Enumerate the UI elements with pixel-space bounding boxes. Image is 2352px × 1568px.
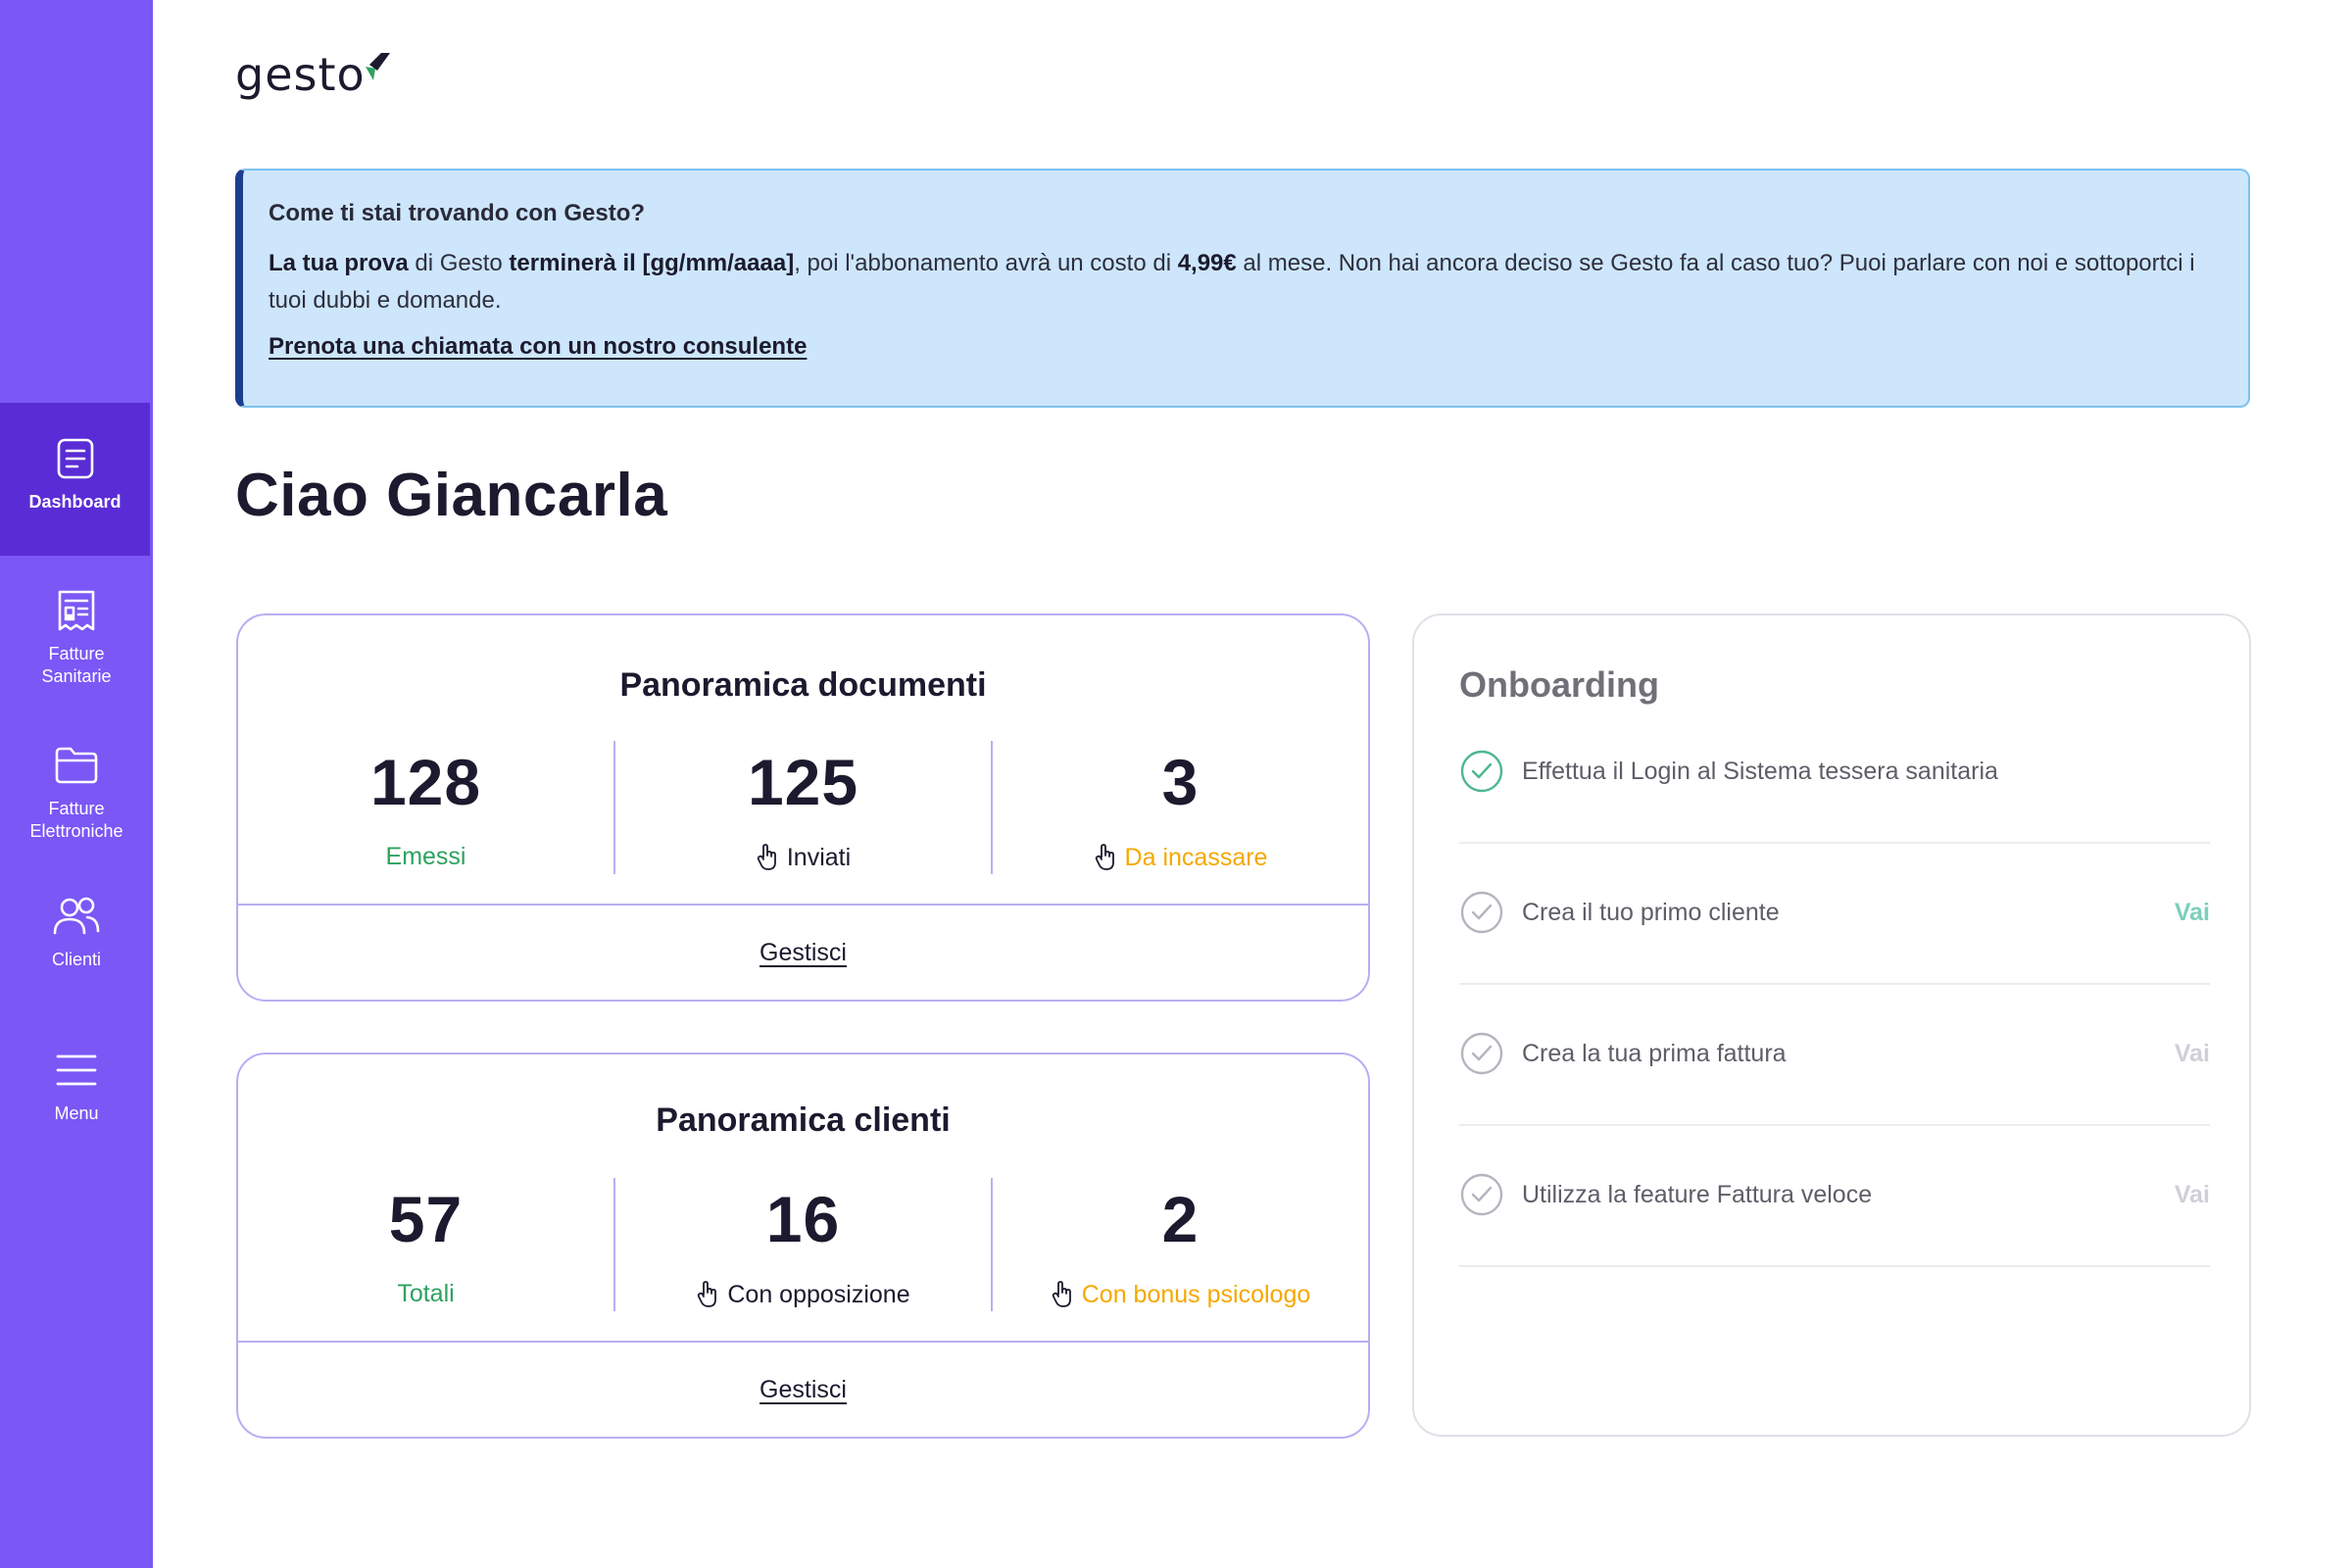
invoice-icon xyxy=(52,586,101,635)
hand-pointer-icon xyxy=(757,844,776,870)
sidebar-item-label: Menu xyxy=(54,1103,99,1123)
trial-banner: Come ti stai trovando con Gesto? La tua … xyxy=(235,169,2250,408)
onboarding-step: Crea la tua prima fattura Vai xyxy=(1459,1031,2210,1076)
sidebar-item-dashboard[interactable]: Dashboard xyxy=(0,403,150,556)
banner-text-strong: terminerà il [gg/mm/aaaa] xyxy=(509,250,795,276)
go-button[interactable]: Vai xyxy=(2174,1180,2210,1208)
card-title: Panoramica clienti xyxy=(656,1102,951,1139)
stat-value: 3 xyxy=(1161,746,1200,818)
stat-totali[interactable]: 57 Totali xyxy=(238,1178,613,1311)
sidebar-item-fatture-sanitarie[interactable]: Fatture Sanitarie xyxy=(0,586,153,688)
banner-text-span: al mese. Non hai ancora deciso se Gesto … xyxy=(269,250,2195,314)
sidebar-item-fatture-elettroniche[interactable]: Fatture Elettroniche xyxy=(0,741,153,843)
divider xyxy=(1459,1124,2210,1126)
stat-label-text: Da incassare xyxy=(1124,843,1268,871)
sidebar-item-label: Dashboard xyxy=(28,492,122,512)
stat-value: 57 xyxy=(388,1183,464,1255)
book-call-link[interactable]: Prenota una chiamata con un nostro consu… xyxy=(269,333,808,360)
sidebar-item-label: Clienti xyxy=(51,950,102,969)
stat-label: Totali xyxy=(238,1280,613,1308)
logo-text: gesto xyxy=(235,48,366,101)
stat-label: Con bonus psicologo xyxy=(993,1280,1368,1309)
sidebar-item-clienti[interactable]: Clienti xyxy=(0,892,153,971)
logo-mark-icon xyxy=(362,51,391,89)
clients-stats: 57 Totali 16 Con opposizione 2 Con bonus… xyxy=(238,1178,1368,1311)
banner-title: Come ti stai trovando con Gesto? xyxy=(269,200,646,226)
stat-value: 2 xyxy=(1161,1183,1200,1255)
stat-inviati[interactable]: 125 Inviati xyxy=(613,741,991,874)
page-title: Ciao Giancarla xyxy=(235,462,668,529)
banner-text-strong: La tua prova xyxy=(269,250,409,276)
onboarding-step: Utilizza la feature Fattura veloce Vai xyxy=(1459,1172,2210,1217)
stat-label-text: Emessi xyxy=(385,843,466,870)
onboarding-step-text: Utilizza la feature Fattura veloce xyxy=(1522,1180,1873,1208)
stat-con-opposizione[interactable]: 16 Con opposizione xyxy=(613,1178,991,1311)
sidebar-item-menu[interactable]: Menu xyxy=(0,1046,153,1125)
users-icon xyxy=(52,892,101,941)
banner-text-span: , poi l'abbonamento avrà un costo di xyxy=(794,250,1178,276)
stat-label: Da incassare xyxy=(993,843,1368,872)
onboarding-card: Onboarding Effettua il Login al Sistema … xyxy=(1412,613,2251,1437)
divider xyxy=(1459,842,2210,844)
sidebar-item-label: Fatture Sanitarie xyxy=(41,644,112,686)
onboarding-step-text: Effettua il Login al Sistema tessera san… xyxy=(1522,757,1998,785)
check-circle-icon xyxy=(1460,750,1503,793)
hamburger-icon xyxy=(52,1046,101,1095)
document-icon xyxy=(51,434,100,483)
stat-label-text: Inviati xyxy=(786,843,852,871)
card-footer: Gestisci xyxy=(238,904,1368,1000)
manage-clients-link[interactable]: Gestisci xyxy=(760,1375,847,1403)
stat-value: 128 xyxy=(369,746,482,818)
folder-icon xyxy=(52,741,101,790)
onboarding-step: Crea il tuo primo cliente Vai xyxy=(1459,890,2210,935)
banner-price: 4,99€ xyxy=(1177,250,1237,276)
stat-value: 125 xyxy=(747,746,859,818)
banner-text: La tua prova di Gesto terminerà il [gg/m… xyxy=(269,245,2227,319)
documents-overview-card: Panoramica documenti 128 Emessi 125 Invi… xyxy=(236,613,1370,1002)
check-circle-icon xyxy=(1460,1032,1503,1075)
stat-label: Inviati xyxy=(615,843,991,872)
documents-stats: 128 Emessi 125 Inviati 3 Da incassare xyxy=(238,741,1368,874)
go-button[interactable]: Vai xyxy=(2174,898,2210,926)
banner-text-span: di Gesto xyxy=(408,250,510,276)
hand-pointer-icon xyxy=(1052,1281,1071,1307)
stat-da-incassare[interactable]: 3 Da incassare xyxy=(991,741,1368,874)
sidebar-item-label: Fatture Elettroniche xyxy=(29,799,123,841)
card-title: Panoramica documenti xyxy=(619,666,987,704)
logo: gesto xyxy=(235,45,391,104)
divider xyxy=(1459,983,2210,985)
onboarding-title: Onboarding xyxy=(1459,664,1659,705)
go-button[interactable]: Vai xyxy=(2174,1039,2210,1067)
stat-con-bonus-psicologo[interactable]: 2 Con bonus psicologo xyxy=(991,1178,1368,1311)
card-footer: Gestisci xyxy=(238,1341,1368,1437)
divider xyxy=(1459,1265,2210,1267)
check-circle-icon xyxy=(1460,891,1503,934)
stat-value: 16 xyxy=(765,1183,841,1255)
onboarding-step-text: Crea il tuo primo cliente xyxy=(1522,898,1780,926)
hand-pointer-icon xyxy=(698,1281,717,1307)
stat-label-text: Con opposizione xyxy=(727,1280,910,1308)
manage-documents-link[interactable]: Gestisci xyxy=(760,938,847,966)
clients-overview-card: Panoramica clienti 57 Totali 16 Con oppo… xyxy=(236,1053,1370,1439)
stat-label-text: Con bonus psicologo xyxy=(1081,1280,1311,1308)
hand-pointer-icon xyxy=(1095,844,1114,870)
stat-label-text: Totali xyxy=(397,1280,455,1307)
check-circle-icon xyxy=(1460,1173,1503,1216)
onboarding-step-text: Crea la tua prima fattura xyxy=(1522,1039,1787,1067)
onboarding-step: Effettua il Login al Sistema tessera san… xyxy=(1459,749,2210,794)
stat-label: Con opposizione xyxy=(615,1280,991,1309)
stat-label: Emessi xyxy=(238,843,613,871)
sidebar: Dashboard Fatture Sanitarie Fatture Elet… xyxy=(0,0,153,1568)
stat-emessi[interactable]: 128 Emessi xyxy=(238,741,613,874)
